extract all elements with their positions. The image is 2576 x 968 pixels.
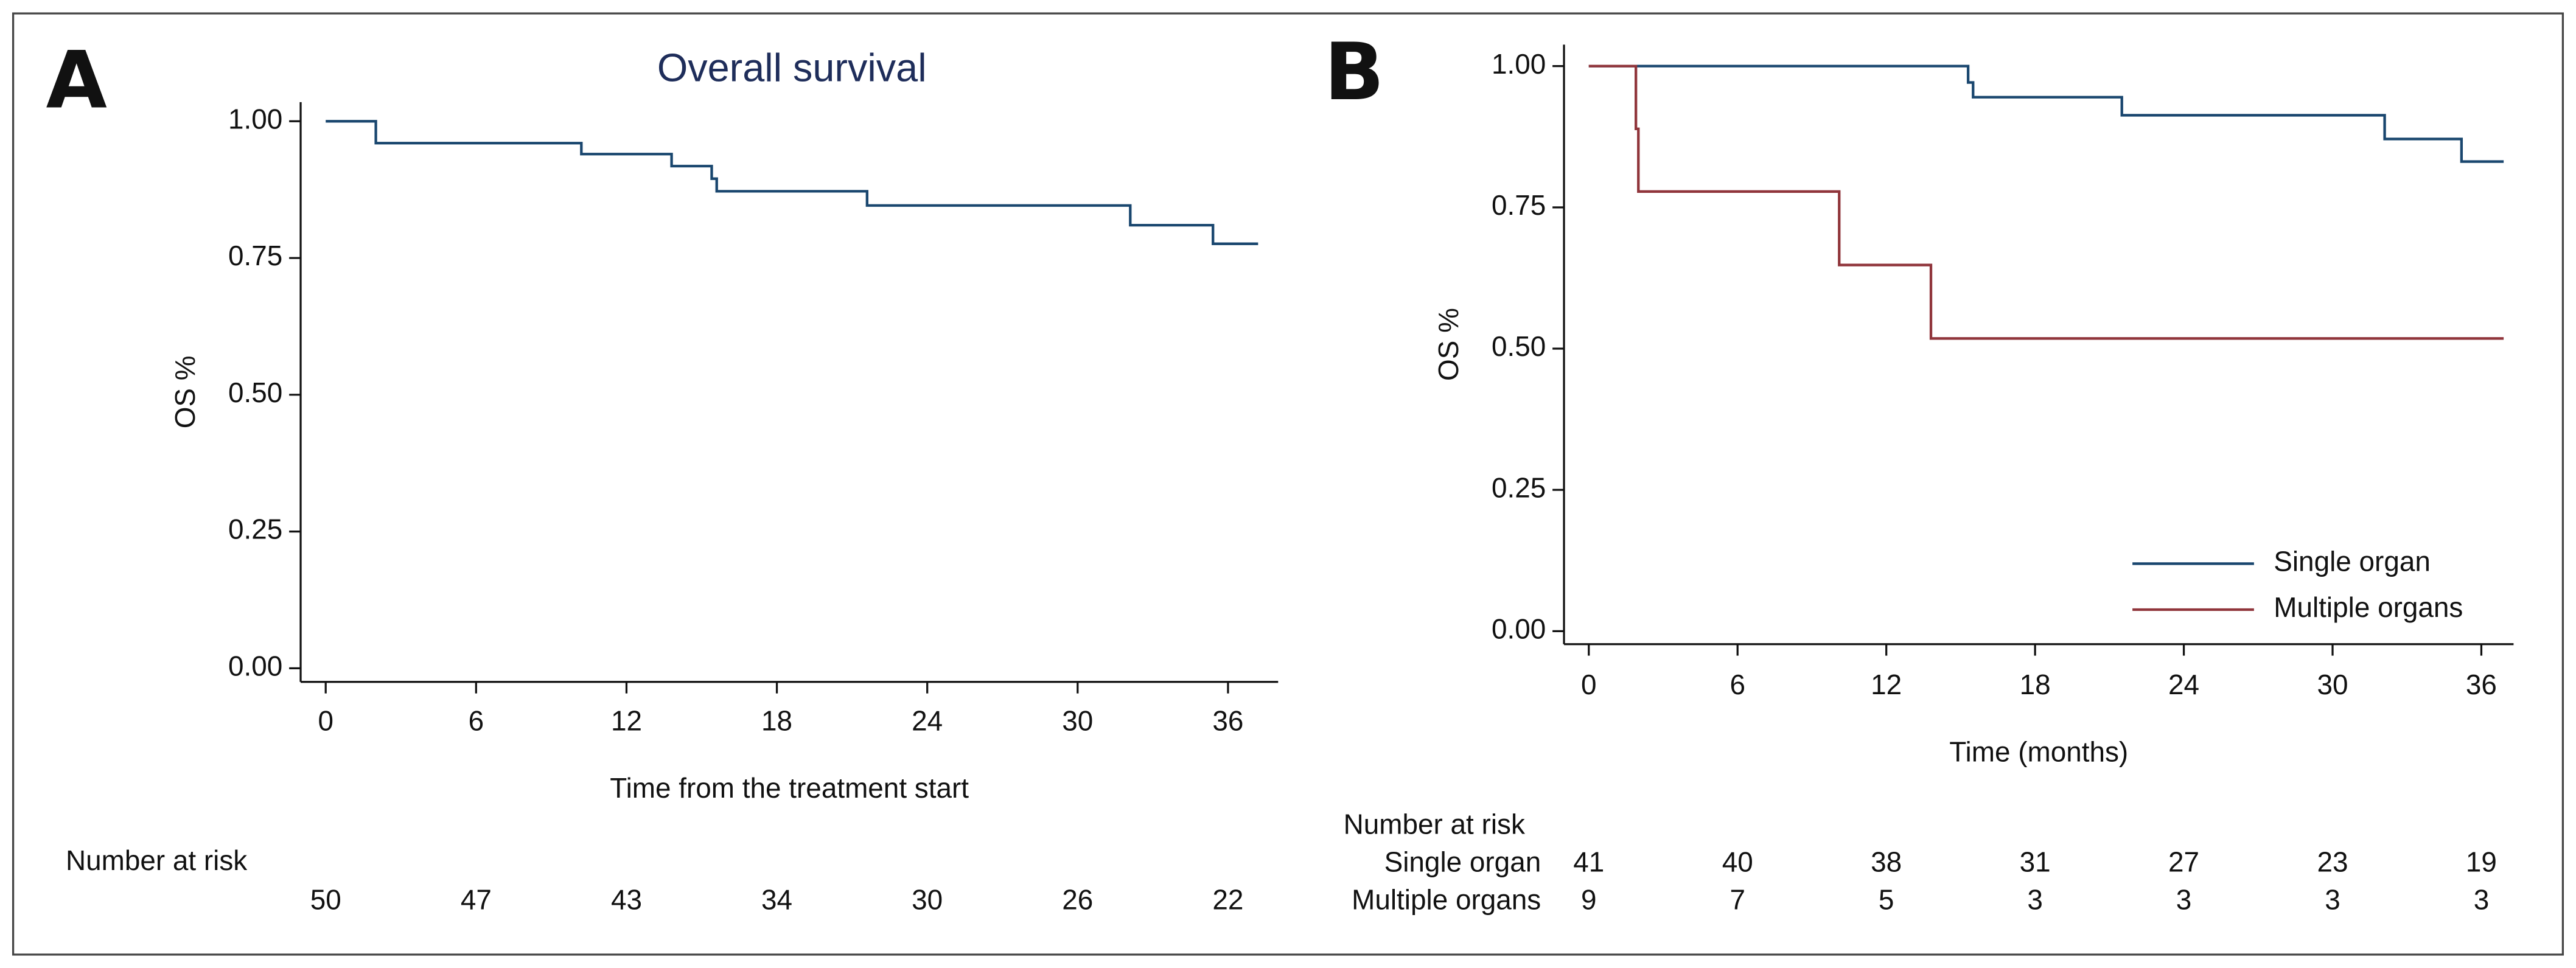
figure-border	[12, 12, 2564, 956]
y-tick-label: 0.75	[228, 240, 282, 271]
risk-count: 38	[1871, 846, 1902, 878]
panel-letter: B	[1324, 26, 1384, 118]
risk-count: 27	[2168, 846, 2199, 878]
x-tick-label: 18	[2020, 669, 2051, 700]
risk-count: 34	[761, 884, 792, 916]
y-tick-label: 0.00	[1492, 613, 1546, 644]
risk-count: 41	[1573, 846, 1604, 878]
survival-curve	[1588, 64, 2504, 340]
survival-curve	[326, 120, 1258, 245]
x-tick-label: 12	[1871, 669, 1902, 700]
x-tick-label: 18	[761, 705, 792, 736]
risk-count: 30	[912, 884, 943, 916]
x-axis-label: Time from the treatment start	[610, 772, 969, 804]
risk-count: 3	[2325, 884, 2340, 916]
risk-row-label: Single organ	[1384, 846, 1541, 878]
risk-count: 3	[2474, 884, 2490, 916]
risk-count: 22	[1212, 884, 1243, 916]
risk-count: 26	[1062, 884, 1093, 916]
x-tick-label: 24	[912, 705, 943, 736]
risk-count: 3	[2176, 884, 2192, 916]
risk-count: 47	[461, 884, 492, 916]
risk-count: 23	[2317, 846, 2348, 878]
panel-letter: A	[46, 34, 107, 126]
risk-count: 31	[2020, 846, 2051, 878]
legend-label: Multiple organs	[2274, 591, 2463, 623]
risk-count: 9	[1581, 884, 1597, 916]
x-tick-label: 12	[611, 705, 642, 736]
risk-count: 43	[611, 884, 642, 916]
risk-count: 40	[1722, 846, 1753, 878]
risk-table-title: Number at risk	[66, 844, 247, 876]
chart-title: Overall survival	[657, 46, 927, 90]
x-tick-label: 30	[1062, 705, 1093, 736]
risk-count: 5	[1879, 884, 1894, 916]
risk-table-title: Number at risk	[1344, 808, 1525, 840]
survival-curve	[1588, 64, 2504, 163]
legend-label: Single organ	[2274, 546, 2431, 577]
y-tick-label: 1.00	[228, 103, 282, 134]
x-tick-label: 0	[318, 705, 333, 736]
x-tick-label: 30	[2317, 669, 2348, 700]
risk-count: 7	[1730, 884, 1745, 916]
y-tick-label: 0.50	[1492, 330, 1546, 362]
x-tick-label: 36	[2466, 669, 2497, 700]
x-tick-label: 6	[1730, 669, 1745, 700]
risk-row-label: Multiple organs	[1352, 884, 1541, 916]
x-tick-label: 36	[1212, 705, 1243, 736]
risk-count: 50	[310, 884, 341, 916]
x-tick-label: 6	[469, 705, 484, 736]
y-tick-label: 0.25	[1492, 472, 1546, 503]
x-tick-label: 24	[2168, 669, 2199, 700]
y-tick-label: 0.00	[228, 650, 282, 681]
y-axis-label: OS %	[169, 355, 201, 428]
risk-count: 3	[2027, 884, 2043, 916]
y-tick-label: 1.00	[1492, 48, 1546, 80]
y-tick-label: 0.50	[228, 377, 282, 408]
risk-count: 19	[2466, 846, 2497, 878]
y-tick-label: 0.75	[1492, 189, 1546, 221]
y-axis-label: OS %	[1433, 308, 1464, 381]
x-tick-label: 0	[1581, 669, 1597, 700]
x-axis-label: Time (months)	[1949, 736, 2128, 768]
y-tick-label: 0.25	[228, 514, 282, 545]
